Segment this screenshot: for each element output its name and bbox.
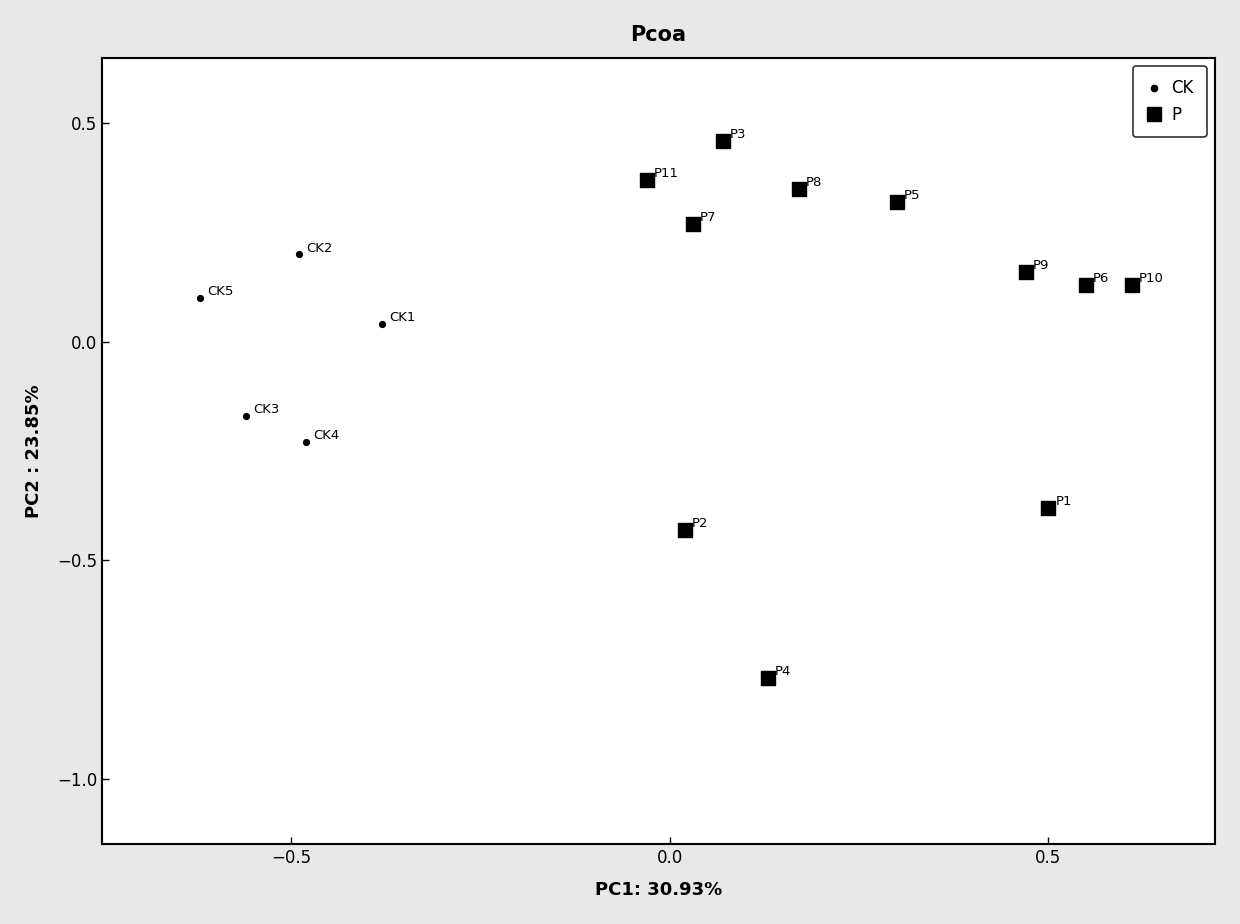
Point (289, 247, 309, 261)
Point (372, 317, 392, 332)
Text: P2: P2 (692, 517, 708, 529)
Point (683, 216, 703, 231)
Text: CK4: CK4 (314, 430, 340, 443)
Text: P11: P11 (653, 167, 680, 180)
Text: P7: P7 (699, 211, 715, 224)
Point (1122, 277, 1142, 292)
Point (759, 671, 779, 686)
Text: CK5: CK5 (207, 286, 234, 298)
Text: P3: P3 (730, 128, 746, 141)
Point (191, 291, 211, 306)
Text: P5: P5 (904, 189, 920, 202)
X-axis label: PC1: 30.93%: PC1: 30.93% (595, 881, 722, 899)
Y-axis label: PC2 : 23.85%: PC2 : 23.85% (25, 384, 43, 517)
Text: P9: P9 (1033, 259, 1049, 272)
Text: P6: P6 (1094, 273, 1110, 286)
Text: CK3: CK3 (253, 403, 279, 416)
Point (236, 408, 255, 423)
Legend: CK, P: CK, P (1132, 66, 1207, 137)
Point (1039, 501, 1059, 516)
Title: Pcoa: Pcoa (630, 25, 687, 45)
Point (637, 173, 657, 188)
Point (713, 133, 733, 148)
Point (789, 181, 808, 196)
Point (296, 435, 316, 450)
Text: P10: P10 (1138, 273, 1163, 286)
Text: P1: P1 (1055, 495, 1071, 508)
Point (675, 522, 694, 537)
Text: P8: P8 (806, 176, 822, 189)
Point (1016, 264, 1035, 279)
Text: CK2: CK2 (306, 241, 332, 254)
Text: P4: P4 (775, 665, 791, 678)
Text: CK1: CK1 (389, 311, 415, 324)
Point (1076, 277, 1096, 292)
Point (887, 194, 906, 209)
